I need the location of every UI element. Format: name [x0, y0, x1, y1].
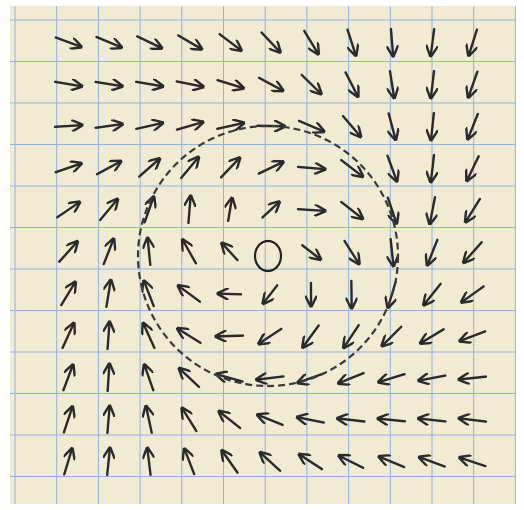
arrow — [108, 365, 110, 391]
page: (() => { const data = JSON.parse(documen… — [0, 0, 524, 510]
arrow — [217, 336, 243, 337]
vector-field-sketch — [0, 0, 524, 510]
arrow — [298, 209, 324, 211]
arrow — [219, 294, 241, 295]
